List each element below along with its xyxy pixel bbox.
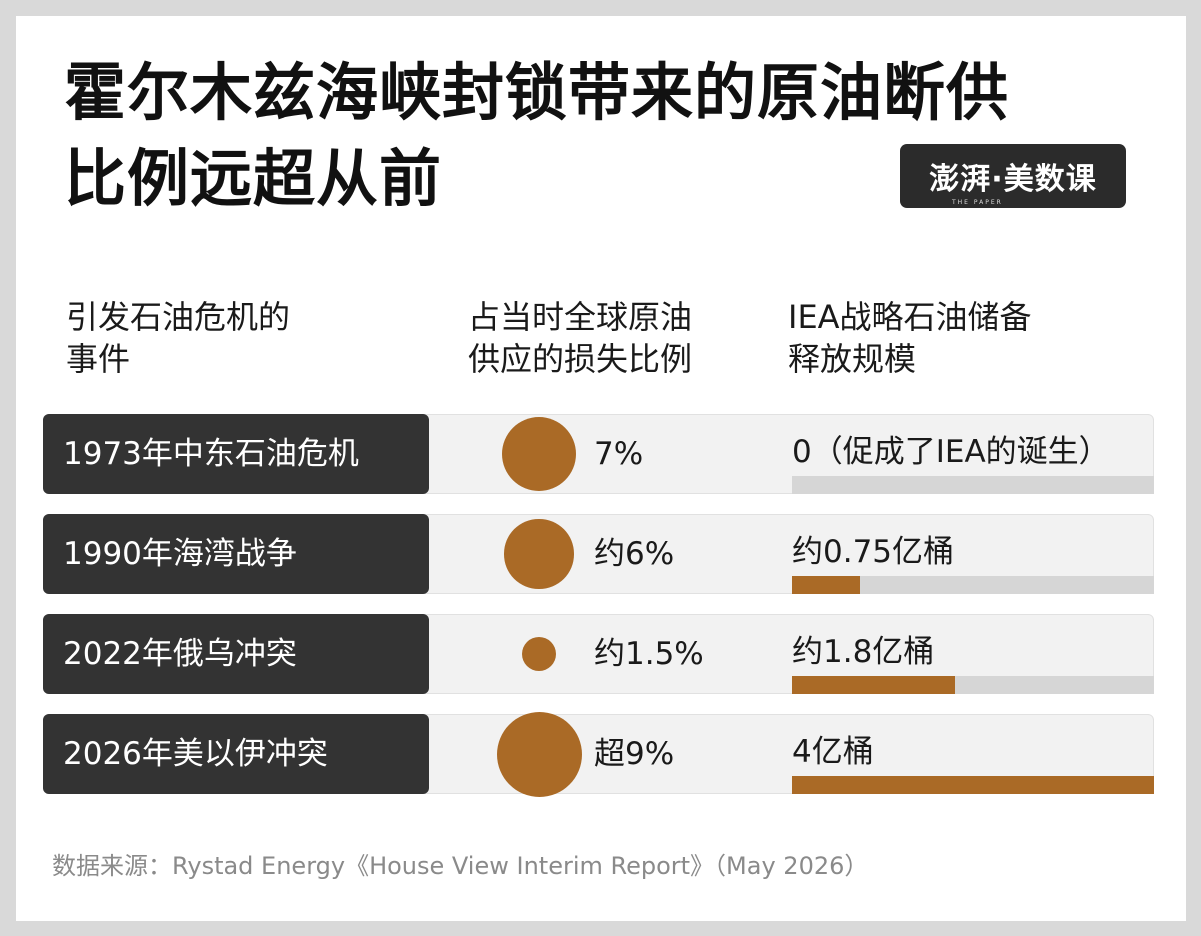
brand-logo: 澎湃·美数课 THE PAPER bbox=[900, 144, 1126, 208]
loss-circle-mark bbox=[521, 636, 557, 672]
source-note: 数据来源：Rystad Energy《House View Interim Re… bbox=[52, 852, 869, 880]
event-label: 2026年美以伊冲突 bbox=[43, 714, 429, 794]
event-label: 1990年海湾战争 bbox=[43, 514, 429, 594]
loss-percent-label: 约1.5% bbox=[594, 636, 704, 672]
header-loss: 占当时全球原油 供应的损失比例 bbox=[468, 296, 692, 380]
iea-release-label: 4亿桶 bbox=[792, 734, 874, 770]
header-loss-line2: 供应的损失比例 bbox=[468, 340, 693, 378]
event-label: 1973年中东石油危机 bbox=[43, 414, 429, 494]
infographic-card: 霍尔木兹海峡封锁带来的原油断供 比例远超从前 澎湃·美数课 THE PAPER … bbox=[16, 16, 1186, 921]
iea-release-label: 约1.8亿桶 bbox=[792, 634, 935, 670]
header-loss-line1: 占当时全球原油 bbox=[468, 298, 693, 336]
loss-circle-mark bbox=[496, 711, 582, 797]
header-event: 引发石油危机的 事件 bbox=[66, 296, 290, 380]
loss-circle-mark bbox=[504, 519, 574, 589]
iea-release-label: 0（促成了IEA的诞生） bbox=[792, 434, 1110, 470]
header-iea: IEA战略石油储备 释放规模 bbox=[788, 296, 1032, 380]
header-event-line1: 引发石油危机的 bbox=[66, 298, 291, 336]
iea-bar-fill bbox=[792, 576, 860, 594]
header-iea-line1: IEA战略石油储备 bbox=[788, 298, 1032, 336]
logo-text: 澎湃·美数课 bbox=[929, 162, 1097, 197]
event-label: 2022年俄乌冲突 bbox=[43, 614, 429, 694]
iea-bar-track bbox=[792, 776, 1154, 794]
iea-bar-track bbox=[792, 476, 1154, 494]
loss-percent-label: 超9% bbox=[594, 736, 675, 772]
chart-title: 霍尔木兹海峡封锁带来的原油断供 比例远超从前 bbox=[64, 50, 1009, 222]
title-line-2: 比例远超从前 bbox=[64, 142, 443, 215]
logo-subtext: THE PAPER bbox=[952, 199, 1003, 206]
iea-bar-fill bbox=[792, 776, 1154, 794]
header-event-line2: 事件 bbox=[66, 340, 131, 378]
loss-percent-label: 约6% bbox=[594, 536, 675, 572]
iea-release-label: 约0.75亿桶 bbox=[792, 534, 955, 570]
loss-percent-label: 7% bbox=[594, 436, 644, 472]
iea-bar-fill bbox=[792, 676, 955, 694]
header-iea-line2: 释放规模 bbox=[788, 340, 917, 378]
loss-circle-mark bbox=[501, 416, 577, 492]
iea-bar-track bbox=[792, 576, 1154, 594]
title-line-1: 霍尔木兹海峡封锁带来的原油断供 bbox=[64, 56, 1010, 129]
iea-bar-track bbox=[792, 676, 1154, 694]
